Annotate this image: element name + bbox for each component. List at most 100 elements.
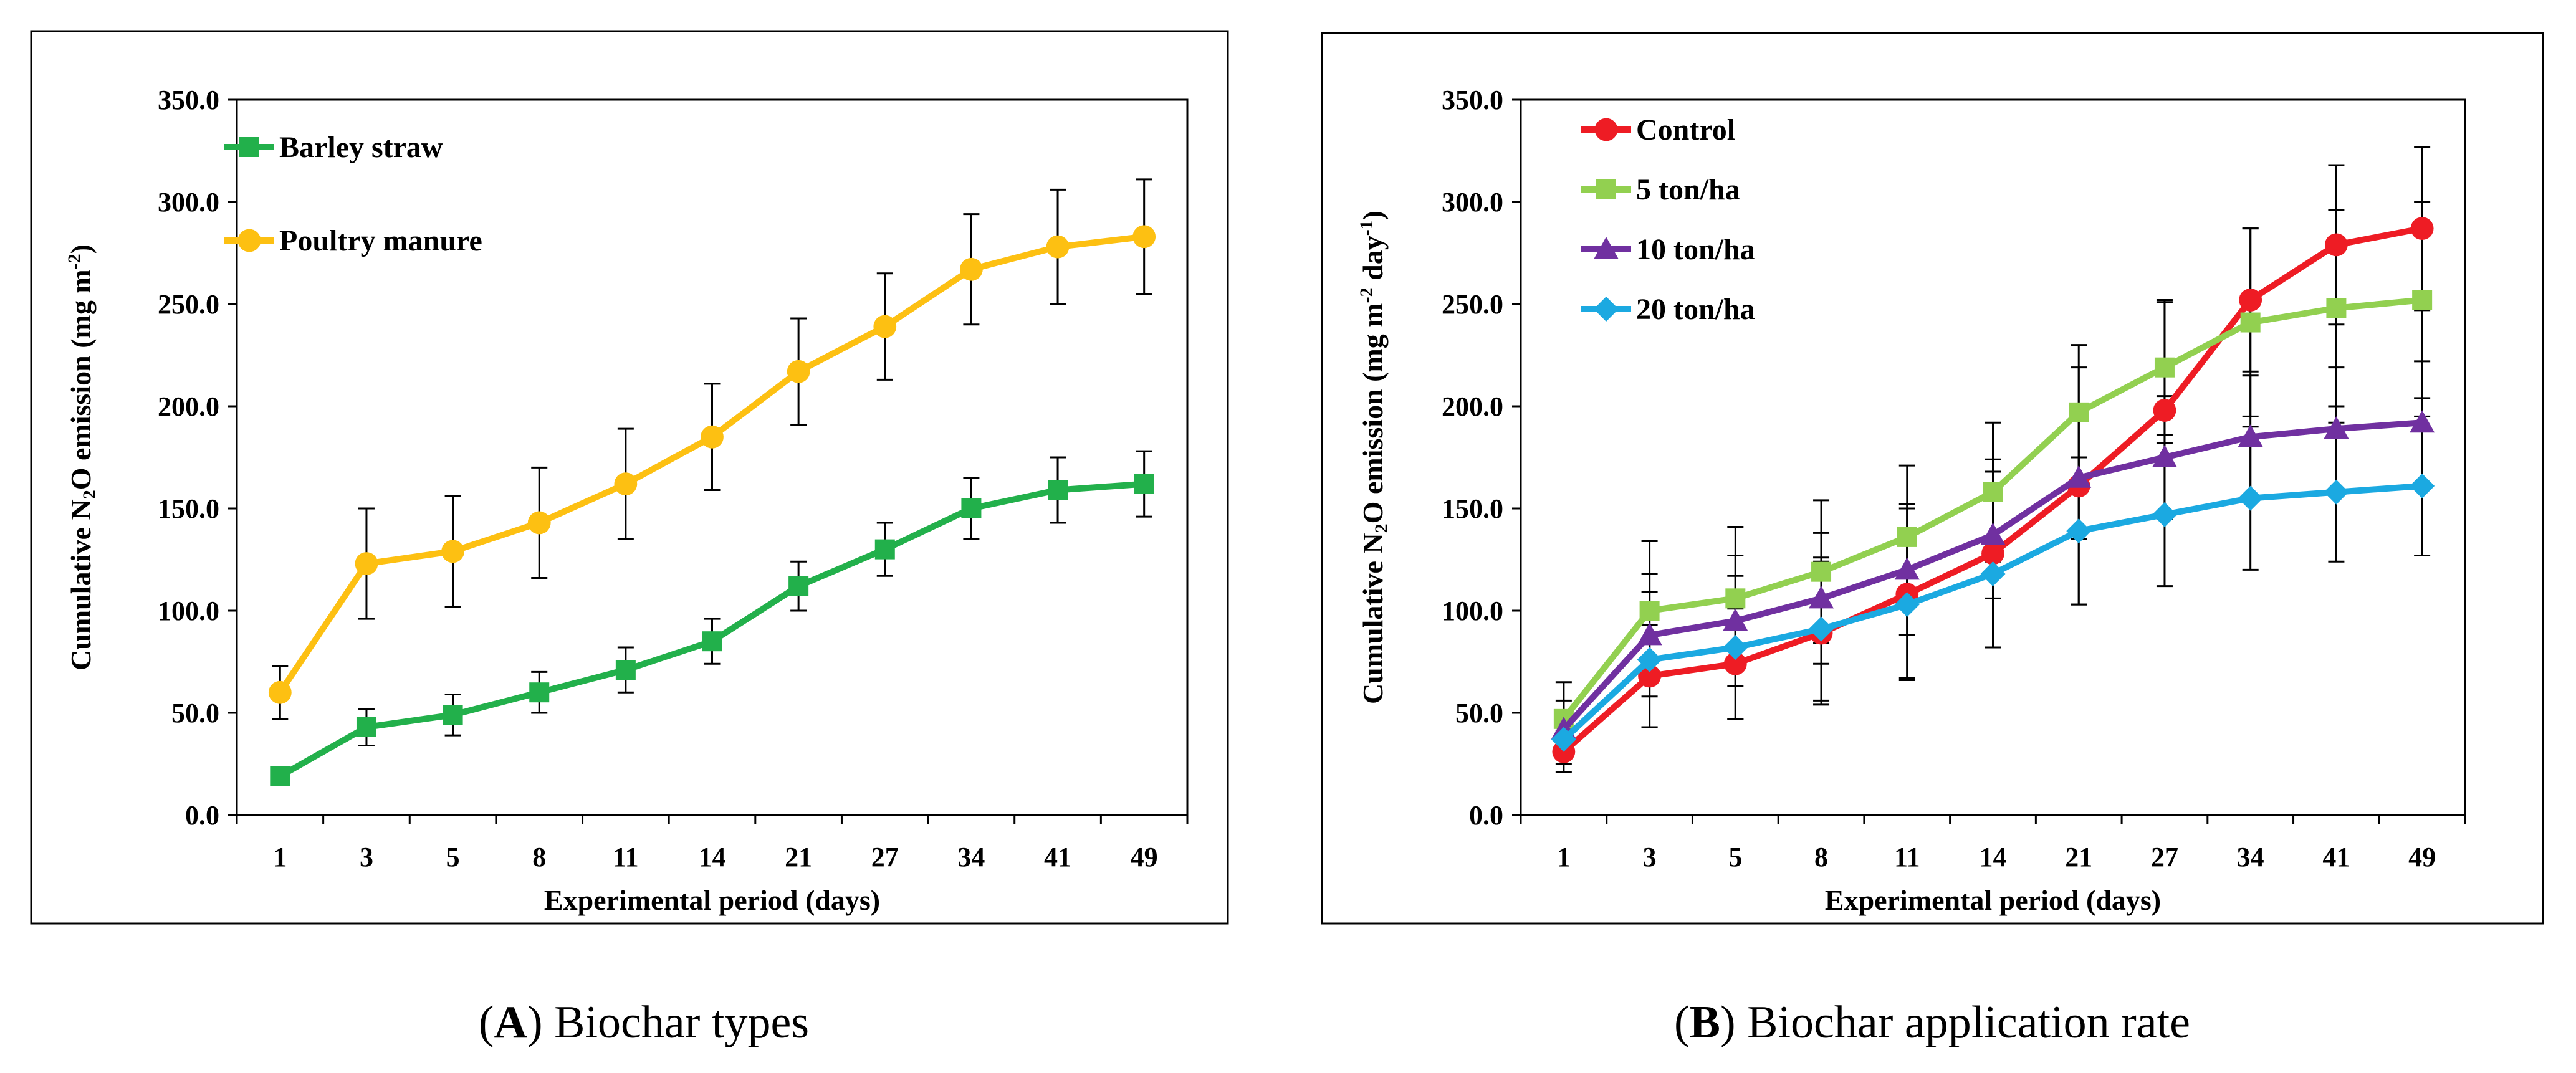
series-barley-straw (270, 474, 1154, 786)
data-point (1046, 235, 1070, 259)
y-tick-label: 100.0 (158, 596, 219, 626)
data-point (960, 257, 983, 281)
x-tick-label: 14 (1980, 842, 2007, 872)
y-tick-label: 300.0 (158, 187, 219, 217)
x-tick-label: 8 (1814, 842, 1828, 872)
y-tick-label: 350.0 (158, 85, 219, 115)
panel-caption: (B) Biochar application rate (1674, 997, 2190, 1048)
legend-marker (237, 229, 261, 252)
data-point (2410, 473, 2435, 498)
data-point (2239, 289, 2262, 312)
x-tick-label: 3 (360, 842, 373, 872)
legend-label: Control (1636, 113, 1735, 146)
x-tick-label: 21 (785, 842, 812, 872)
x-tick-label: 34 (2237, 842, 2264, 872)
data-point (1983, 482, 2003, 502)
data-point (2152, 445, 2177, 467)
y-tick-label: 0.0 (185, 800, 219, 831)
data-point (441, 540, 464, 563)
data-point (527, 511, 551, 535)
data-point (1981, 541, 2004, 565)
data-point (2240, 312, 2261, 333)
data-point (1723, 652, 1747, 675)
data-point (2410, 410, 2435, 433)
panel-caption: (A) Biochar types (479, 997, 809, 1048)
data-point (270, 766, 290, 786)
x-tick-label: 41 (1044, 842, 1071, 872)
legend: Control 5 ton/ha 10 ton/ha 20 ton/ha (1581, 113, 1755, 326)
legend-marker (239, 137, 259, 157)
y-axis-label: Cumulative N2O emission (mg m-2 day-1) (1356, 211, 1392, 704)
legend: Barley straw Poultry manure (224, 131, 482, 257)
data-point (2410, 217, 2434, 241)
data-point (2154, 357, 2175, 378)
legend-label: Poultry manure (279, 224, 482, 257)
y-tick-label: 250.0 (1442, 289, 1503, 320)
data-point (2412, 290, 2433, 310)
legend-marker (1594, 237, 1619, 259)
data-point (2326, 298, 2347, 318)
data-point (1809, 616, 1834, 642)
data-point (1132, 225, 1156, 249)
x-tick-label: 11 (613, 842, 639, 872)
y-tick-label: 0.0 (1469, 800, 1503, 831)
data-point (1723, 608, 1748, 631)
legend-label: 20 ton/ha (1636, 293, 1755, 326)
data-point (1551, 727, 1576, 752)
x-axis-label: Experimental period (days) (544, 884, 880, 916)
y-tick-label: 50.0 (171, 698, 219, 728)
legend-label: 5 ton/ha (1636, 173, 1740, 206)
data-point (2069, 402, 2089, 422)
data-point (702, 631, 722, 652)
y-tick-label: 250.0 (158, 289, 219, 320)
x-tick-label: 49 (2408, 842, 2436, 872)
x-tick-label: 34 (957, 842, 985, 872)
data-point (1894, 592, 1920, 618)
y-tick-label: 50.0 (1455, 698, 1503, 728)
x-tick-label: 1 (1557, 842, 1571, 872)
series-5-ton-ha (1553, 290, 2433, 729)
legend-marker (1596, 179, 1616, 199)
series-poultry-manure (268, 225, 1156, 704)
data-point (1134, 474, 1154, 494)
data-point (1980, 561, 2006, 586)
data-point (2238, 424, 2263, 447)
data-point (1723, 635, 1748, 660)
legend-marker (1594, 297, 1619, 322)
panel-frame (30, 30, 1229, 925)
data-point (2238, 485, 2263, 511)
legend-label: 10 ton/ha (1636, 233, 1755, 266)
data-point (2066, 465, 2092, 488)
x-tick-label: 14 (699, 842, 726, 872)
data-point (873, 315, 897, 338)
y-tick-label: 100.0 (1442, 596, 1503, 626)
data-point (787, 360, 810, 383)
x-tick-label: 11 (1894, 842, 1920, 872)
data-point (2153, 399, 2176, 422)
data-point (1638, 664, 1661, 688)
data-point (788, 576, 809, 596)
x-tick-label: 5 (446, 842, 460, 872)
data-point (614, 472, 638, 496)
legend-label: Barley straw (279, 131, 443, 164)
x-tick-label: 5 (1728, 842, 1742, 872)
x-tick-label: 3 (1643, 842, 1657, 872)
x-axis-label: Experimental period (days) (1825, 884, 2161, 916)
y-tick-label: 350.0 (1442, 85, 1503, 115)
data-point (961, 498, 982, 518)
series-20-ton-ha (1551, 473, 2435, 752)
data-point (443, 705, 463, 725)
data-point (1897, 527, 1917, 547)
y-tick-label: 150.0 (1442, 494, 1503, 524)
data-point (701, 425, 724, 449)
data-point (1725, 588, 1746, 609)
plot-area (236, 98, 1189, 816)
y-tick-label: 200.0 (1442, 391, 1503, 422)
y-tick-label: 200.0 (158, 391, 219, 422)
data-point (268, 680, 292, 704)
series-control (1552, 217, 2434, 763)
x-tick-label: 41 (2322, 842, 2350, 872)
x-tick-label: 1 (273, 842, 287, 872)
data-point (1980, 522, 2006, 545)
